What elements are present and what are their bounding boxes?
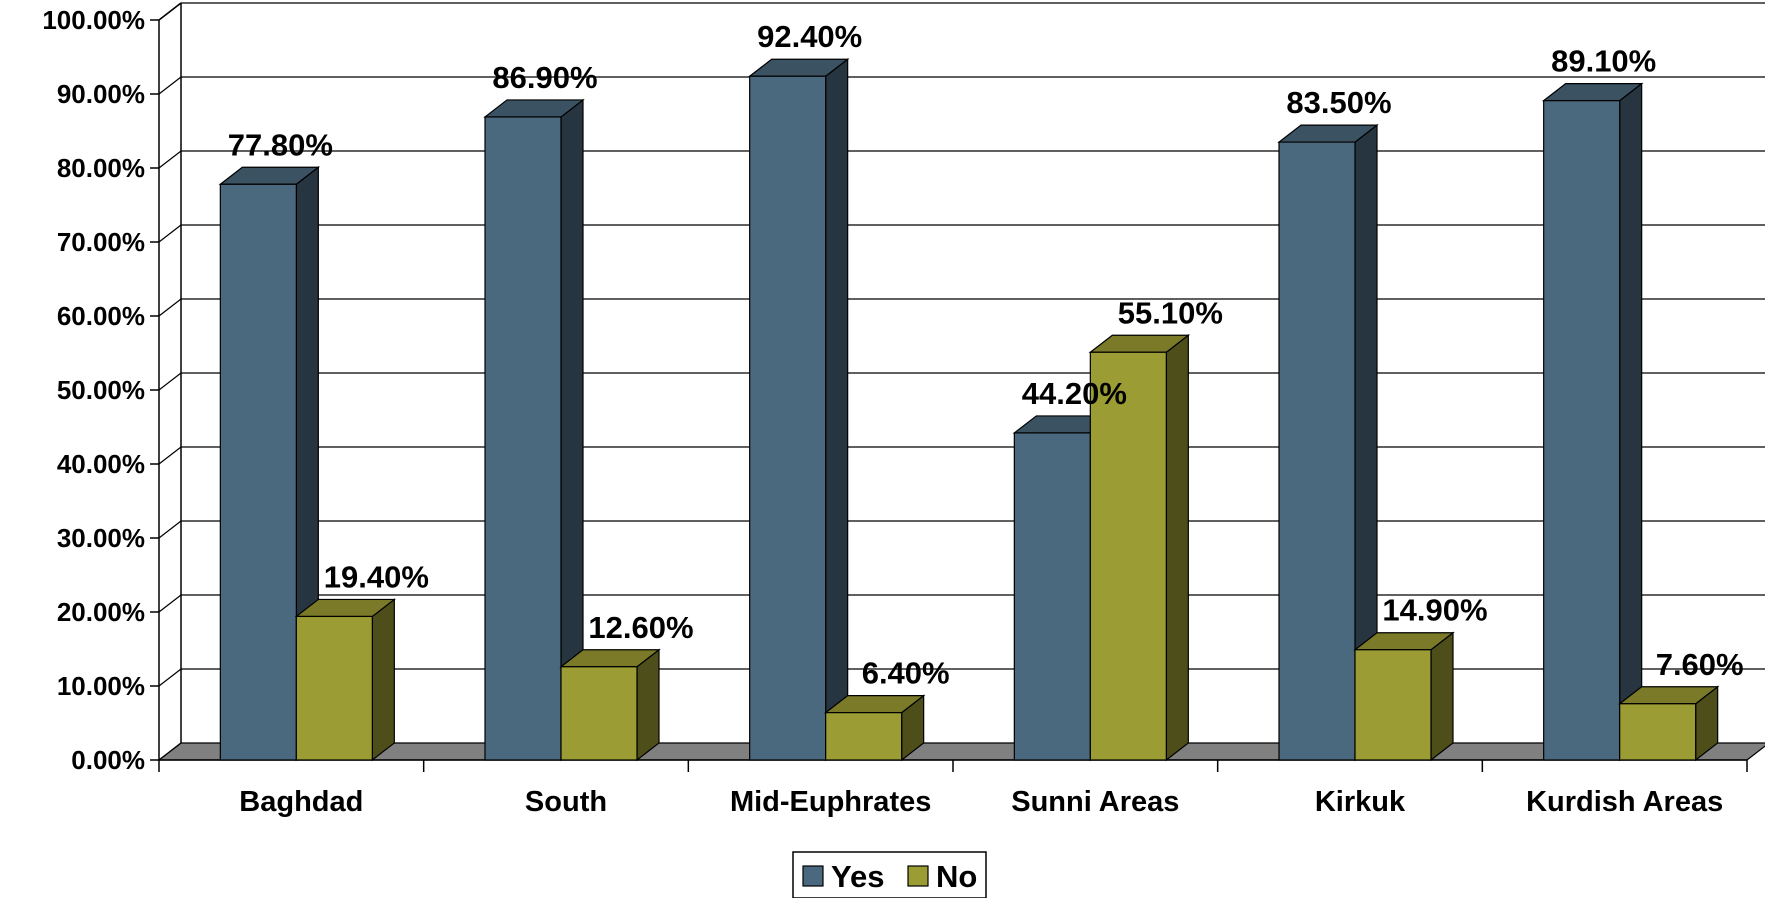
bar bbox=[294, 598, 397, 762]
y-tick-label: 10.00% bbox=[57, 671, 145, 701]
y-tick-label: 30.00% bbox=[57, 523, 145, 553]
y-tick-label: 80.00% bbox=[57, 153, 145, 183]
side-wall-gridline bbox=[158, 372, 182, 391]
side-wall-gridline bbox=[158, 594, 182, 613]
x-tick-label: Kirkuk bbox=[1315, 786, 1406, 818]
chart-floor bbox=[157, 742, 1765, 761]
bar bbox=[1277, 123, 1379, 762]
y-tick-label: 70.00% bbox=[57, 227, 145, 257]
y-tick-label: 40.00% bbox=[57, 449, 145, 479]
x-tick-label: Mid-Euphrates bbox=[730, 786, 931, 818]
y-tick-label: 90.00% bbox=[57, 79, 145, 109]
bar bbox=[1617, 685, 1720, 762]
data-label: 19.40% bbox=[324, 559, 429, 594]
data-label: 77.80% bbox=[228, 127, 333, 162]
x-tick-label: Sunni Areas bbox=[1011, 786, 1179, 818]
bar bbox=[1353, 631, 1455, 762]
side-wall-gridline bbox=[158, 520, 182, 539]
bar bbox=[747, 58, 850, 762]
x-tick-label: Baghdad bbox=[239, 786, 363, 818]
data-label: 86.90% bbox=[492, 60, 597, 95]
legend-swatch bbox=[802, 865, 824, 887]
data-label: 83.50% bbox=[1286, 85, 1391, 120]
legend-swatch bbox=[907, 865, 929, 887]
y-tick-label: 100.00% bbox=[42, 5, 145, 35]
side-wall-gridline bbox=[158, 224, 182, 243]
data-label: 7.60% bbox=[1656, 647, 1744, 682]
bar bbox=[1541, 82, 1644, 762]
legend-entry: No bbox=[936, 859, 977, 894]
side-wall-gridline bbox=[158, 150, 182, 169]
bar bbox=[559, 648, 661, 762]
bar bbox=[483, 98, 585, 762]
data-label: 55.10% bbox=[1118, 295, 1223, 330]
legend: Yes No bbox=[792, 851, 987, 898]
side-wall-gridline bbox=[158, 742, 182, 761]
data-label: 6.40% bbox=[862, 656, 950, 691]
legend-entry: Yes bbox=[831, 859, 884, 894]
data-label: 14.90% bbox=[1382, 593, 1487, 628]
bar bbox=[1088, 334, 1191, 762]
data-label: 92.40% bbox=[757, 19, 862, 54]
data-labels: 77.80% 19.40% 86.90% 12.60% 92.40% 6.40% 44.20… bbox=[228, 19, 1744, 690]
data-label: 89.10% bbox=[1551, 44, 1656, 79]
data-label: 12.60% bbox=[588, 610, 693, 645]
bar bbox=[823, 694, 926, 762]
side-wall-gridline bbox=[158, 446, 182, 465]
side-wall-gridline bbox=[158, 668, 182, 687]
bars bbox=[218, 58, 1720, 762]
x-tick-label: South bbox=[525, 786, 607, 818]
side-wall-gridline bbox=[158, 298, 182, 317]
y-tick-label: 0.00% bbox=[71, 745, 145, 775]
legend-box bbox=[792, 851, 987, 898]
axes: 0.00% 10.00% 20.00% 30.00% 40.00% 50.00% 60.00… bbox=[42, 2, 1748, 818]
side-wall-gridline bbox=[158, 76, 182, 95]
y-tick-label: 60.00% bbox=[57, 301, 145, 331]
y-tick-label: 20.00% bbox=[57, 597, 145, 627]
x-tick-label: Kurdish Areas bbox=[1526, 786, 1723, 818]
data-label: 44.20% bbox=[1022, 376, 1127, 411]
y-tick-label: 50.00% bbox=[57, 375, 145, 405]
side-wall-top-edge bbox=[158, 2, 182, 21]
gridlines bbox=[157, 2, 1765, 761]
